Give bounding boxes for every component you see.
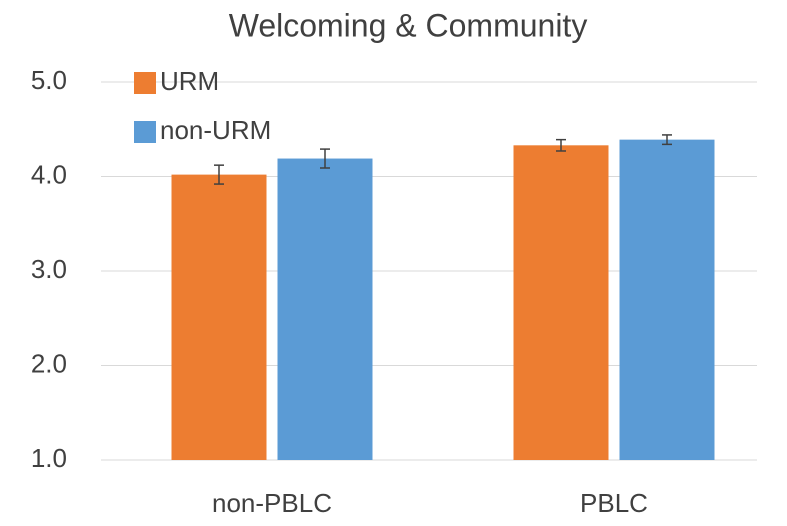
chart-title: Welcoming & Community: [229, 7, 588, 43]
legend-swatch: [134, 72, 156, 94]
bar: [619, 139, 715, 460]
legend-label: URM: [160, 66, 219, 96]
x-tick-label: PBLC: [580, 488, 648, 518]
bar: [171, 174, 267, 461]
x-tick-label: non-PBLC: [212, 488, 332, 518]
y-tick-label: 5.0: [31, 65, 67, 95]
y-tick-label: 2.0: [31, 348, 67, 378]
bar: [277, 158, 373, 461]
y-tick-label: 4.0: [31, 159, 67, 189]
bar: [513, 145, 609, 460]
legend-label: non-URM: [160, 115, 271, 145]
y-tick-label: 3.0: [31, 254, 67, 284]
legend-swatch: [134, 121, 156, 143]
y-tick-label: 1.0: [31, 443, 67, 473]
